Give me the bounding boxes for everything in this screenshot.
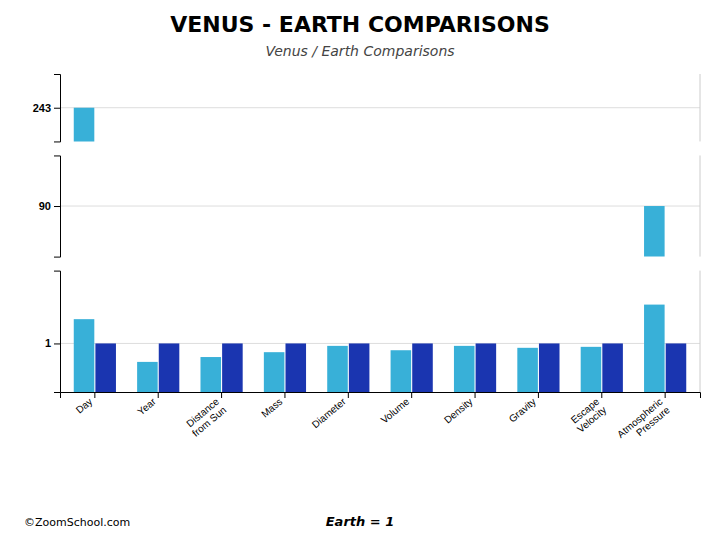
grid-line [60,206,700,207]
plot-area [60,108,700,142]
grid-line [60,107,700,108]
tick-mark [54,343,60,344]
tick-label: Volume [379,396,412,426]
tick-label-line: Year [135,395,158,417]
bar [74,319,95,392]
frame-line [700,74,701,141]
tick-mark [284,392,285,398]
bar [476,343,497,392]
tick-label: Distancefrom Sun [183,396,229,439]
bar [222,343,243,392]
tick-label-line: Gravity [507,396,538,425]
tick-mark [601,392,602,398]
tick-label: Gravity [507,396,538,425]
panel: 90 [39,155,700,540]
bar [327,346,348,392]
axis-line [54,271,61,392]
tick: Density [442,392,475,426]
tick-mark [158,392,159,398]
tick-mark [538,392,539,398]
tick: Gravity [507,392,539,425]
tick-mark [475,392,476,398]
axis-line [54,156,61,257]
tick: Distancefrom Sun [183,392,229,439]
tick-label-line: Pressure [634,404,672,438]
y-axis: 90 [39,156,61,257]
bar [159,343,180,392]
bar [349,343,370,392]
bar [602,343,623,392]
tick-mark [54,108,60,109]
frame-line [700,271,701,392]
tick-mark [221,392,222,398]
tick: Day [74,392,95,416]
bar [539,343,560,392]
bar [264,352,285,392]
tick-label: Diameter [310,395,349,430]
tick-mark [94,392,95,398]
subtitle: Venus / Earth Comparisons [265,43,454,59]
title: VENUS - EARTH COMPARISONS [170,12,550,37]
frame-line [700,155,701,256]
bar [200,357,221,392]
tick-label-line: Velocity [575,404,608,435]
tick-label: Year [135,395,158,417]
annotation: Earth = 1 [326,514,395,529]
tick-mark [54,206,60,207]
bar [644,305,665,392]
tick: Diameter [310,392,349,430]
tick-label-line: Mass [259,396,284,420]
tick-mark [665,392,666,398]
tick-mark [411,392,412,398]
tick-label-line: Diameter [310,395,349,430]
chart: VENUS - EARTH COMPARISONS Venus / Earth C… [0,0,720,540]
bar [412,343,433,392]
tick: 90 [39,200,60,212]
x-axis: Day Year Distancefrom Sun Mass Diameter Volum… [61,392,701,448]
bar [74,108,95,142]
bar [391,350,412,392]
bar [517,348,538,392]
tick-mark [348,392,349,398]
tick: Year [135,392,158,417]
tick: 1 [45,337,60,349]
tick-label: EscapeVelocity [568,396,609,435]
tick: EscapeVelocity [568,392,609,435]
tick-label: Density [442,396,475,426]
tick-label: AtmosphericPressure [615,396,672,449]
bar [137,362,158,392]
bar [454,346,475,392]
panel: 243 [33,74,700,540]
bar [285,343,306,392]
tick-label-line: Day [74,396,95,416]
y-axis: 1 [45,271,61,392]
panel: 1 Day Year Distancefrom Sun Mass Diameter Volu… [45,271,701,449]
bar [581,347,602,392]
bar [666,343,687,392]
tick-label: 90 [39,200,51,212]
annotation: ©ZoomSchool.com [24,516,130,529]
plot-area [60,206,700,257]
tick: 243 [33,102,60,114]
tick: Volume [379,392,412,426]
bar [95,343,116,392]
axis-line [61,393,701,399]
bar [644,206,665,257]
tick-label-line: from Sun [190,404,228,439]
y-axis: 243 [33,75,61,142]
tick: AtmosphericPressure [615,392,672,448]
tick-label: 243 [33,102,51,114]
tick: Mass [259,392,285,420]
tick-label: Day [74,396,95,416]
axis-line [54,75,61,142]
tick-label: 1 [45,337,51,349]
plot-area [60,305,700,392]
tick-label-line: Density [442,396,475,426]
tick-label: Mass [259,396,284,420]
tick-label-line: Volume [379,396,412,426]
